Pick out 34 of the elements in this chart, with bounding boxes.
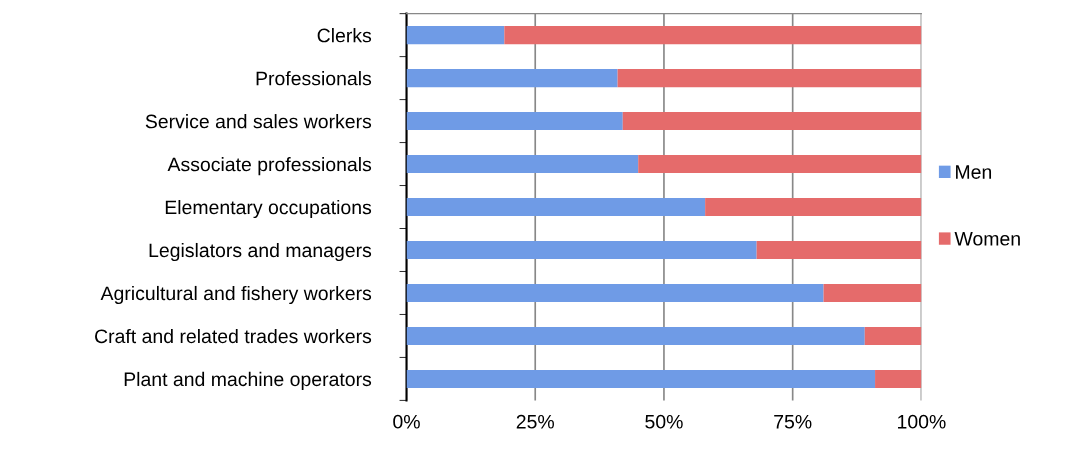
y-tick-label: Associate professionals (167, 157, 372, 176)
bar (504, 26, 922, 45)
bar (875, 369, 922, 388)
bar (617, 69, 922, 88)
y-tick-label: Agricultural and fishery workers (100, 285, 372, 305)
bar (406, 283, 824, 302)
y-tick-label: Legislators and managers (149, 242, 372, 262)
bar (406, 240, 757, 260)
bar (638, 155, 922, 174)
bar (705, 198, 922, 217)
bar (406, 326, 865, 345)
y-tick-label: Service and sales workers (145, 114, 372, 129)
bar (622, 112, 922, 131)
bar (406, 155, 639, 174)
y-tick-label: Plant and machine operators (124, 371, 372, 390)
bar (406, 369, 876, 388)
bar (406, 69, 618, 88)
legend-label: Women (954, 232, 1020, 246)
bar (823, 283, 922, 302)
bar (864, 326, 922, 345)
y-tick-label: Craft and related trades workers (95, 328, 372, 344)
y-tick-label: Professionals (256, 71, 372, 86)
legend-label: Men (956, 165, 992, 179)
bar (406, 198, 706, 217)
x-tick-label: 25% (516, 414, 554, 429)
y-tick-label: Elementary occupations (165, 199, 372, 219)
x-tick-label: 50% (645, 414, 683, 429)
bar (756, 240, 922, 260)
y-tick-label: Clerks (317, 28, 372, 43)
bar (406, 112, 623, 131)
x-tick-label: 75% (774, 414, 812, 429)
x-tick-label: 0% (393, 414, 420, 429)
x-tick-label: 100% (898, 414, 946, 429)
bar (406, 26, 505, 45)
